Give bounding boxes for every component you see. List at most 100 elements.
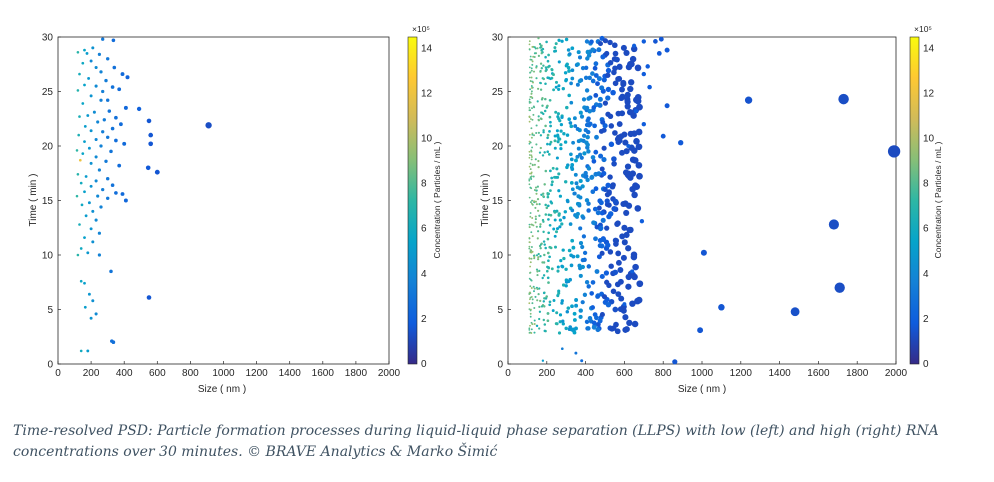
data-point <box>529 308 532 311</box>
right-colorbar-tick-label: 8 <box>923 179 929 190</box>
data-point <box>530 85 533 87</box>
right-y-tick-label: 5 <box>497 305 503 316</box>
data-point <box>76 51 80 54</box>
data-point <box>604 198 610 204</box>
data-point <box>598 200 604 206</box>
data-point <box>530 257 533 260</box>
data-point <box>553 49 556 53</box>
data-point <box>834 282 845 293</box>
data-point <box>546 142 549 146</box>
data-point <box>678 140 684 146</box>
data-point <box>75 194 79 198</box>
data-point <box>577 55 583 60</box>
data-point <box>105 135 110 140</box>
left-colorbar-label: Concentration ( Particles / mL ) <box>432 141 442 258</box>
data-point <box>887 145 901 158</box>
data-point <box>596 254 602 260</box>
data-point <box>528 107 531 109</box>
data-point <box>622 314 629 321</box>
data-point <box>528 142 531 145</box>
data-point <box>145 165 151 171</box>
data-point <box>537 252 540 256</box>
data-point <box>542 230 545 234</box>
data-point <box>557 289 561 293</box>
data-point <box>556 294 560 298</box>
data-point <box>531 199 534 202</box>
left-y-tick-label: 25 <box>42 87 54 98</box>
data-point <box>574 326 578 331</box>
data-point <box>558 320 562 324</box>
data-point <box>533 55 536 59</box>
data-point <box>566 65 571 70</box>
data-point <box>558 194 563 198</box>
data-point <box>96 120 100 124</box>
data-point <box>99 70 103 74</box>
data-point <box>536 274 539 277</box>
data-point <box>700 249 707 256</box>
right-colorbar-tick-label: 2 <box>923 314 929 325</box>
data-point <box>584 65 589 70</box>
data-point <box>571 140 575 145</box>
data-point <box>110 183 115 187</box>
data-point <box>596 76 602 82</box>
data-point <box>552 299 556 302</box>
right-x-tick-label: 800 <box>655 368 672 379</box>
data-point <box>572 318 577 322</box>
data-point <box>538 214 541 217</box>
data-point <box>602 186 608 192</box>
data-point <box>570 76 575 81</box>
data-point <box>528 226 531 229</box>
data-point <box>528 179 531 182</box>
data-point <box>554 322 558 326</box>
data-point <box>572 311 577 316</box>
data-point <box>603 270 610 276</box>
data-point <box>546 59 550 63</box>
data-point <box>529 315 532 318</box>
data-point <box>630 112 637 119</box>
data-point <box>531 146 534 149</box>
right-x-axis-label: Size ( nm ) <box>678 384 726 395</box>
data-point <box>540 193 543 196</box>
data-point <box>578 195 583 200</box>
left-y-tick-label: 15 <box>42 196 54 207</box>
data-point <box>528 298 531 301</box>
left-y-tick-label: 5 <box>47 305 53 316</box>
data-point <box>550 68 554 71</box>
data-point <box>537 230 540 233</box>
data-point <box>538 269 541 273</box>
data-point <box>591 105 597 110</box>
data-point <box>84 214 88 218</box>
data-point <box>600 217 606 223</box>
data-point <box>561 87 565 91</box>
data-point <box>555 209 559 213</box>
data-point <box>111 38 116 43</box>
data-point <box>599 166 605 172</box>
data-point <box>615 259 622 266</box>
data-point <box>549 124 552 128</box>
data-point <box>558 119 562 123</box>
data-point <box>549 77 552 81</box>
data-point <box>546 150 550 154</box>
data-point <box>548 223 552 227</box>
data-point <box>83 281 86 285</box>
data-point <box>554 85 558 89</box>
data-point <box>529 176 532 179</box>
data-point <box>77 133 80 137</box>
data-point <box>574 181 579 186</box>
right-x-tick-label: 1000 <box>691 368 714 379</box>
data-point <box>574 303 579 308</box>
data-point <box>529 215 532 218</box>
data-point <box>612 65 618 72</box>
data-point <box>540 48 543 52</box>
data-point <box>567 52 572 56</box>
data-point <box>120 192 125 196</box>
right-y-tick-label: 15 <box>492 196 504 207</box>
data-point <box>605 67 612 74</box>
data-point <box>101 37 105 41</box>
data-point <box>530 69 533 72</box>
data-point <box>538 287 541 290</box>
data-point <box>614 221 620 227</box>
data-point <box>589 39 594 45</box>
data-point <box>146 118 152 124</box>
data-point <box>547 231 551 235</box>
